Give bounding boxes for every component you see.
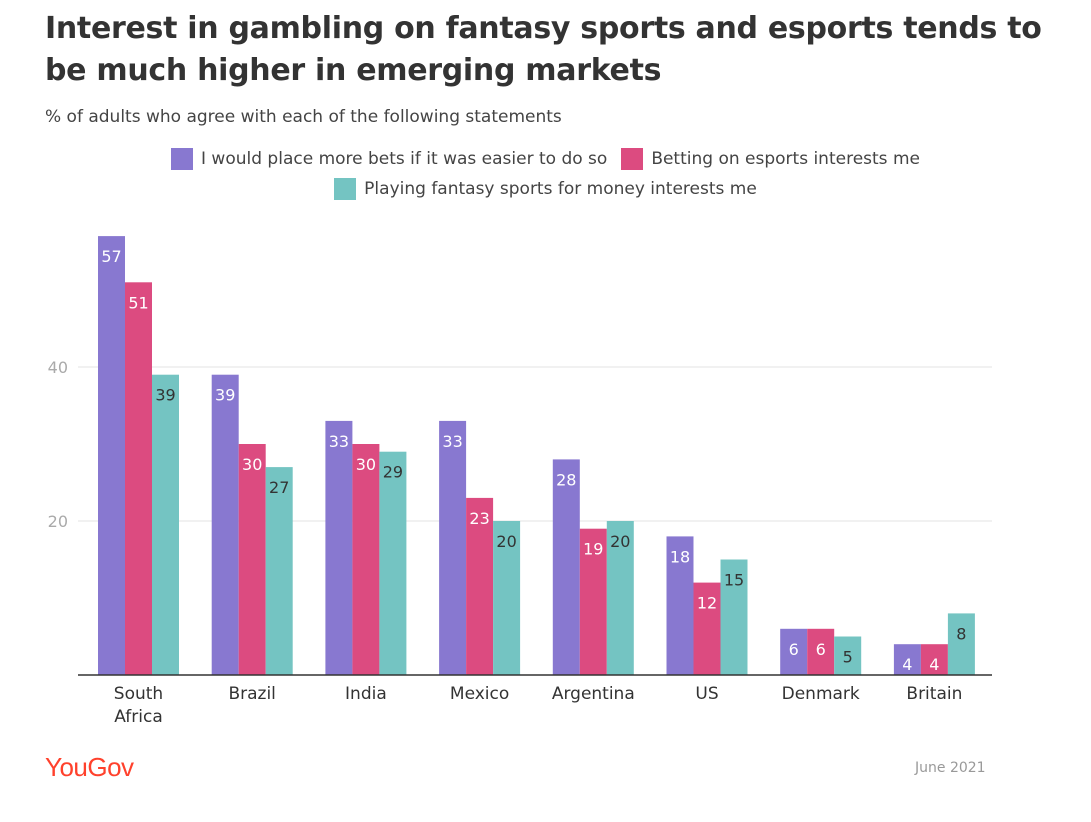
data-label: 5 (843, 648, 853, 667)
x-tick-label: Mexico (450, 684, 509, 704)
data-label: 20 (496, 532, 516, 551)
bar (920, 644, 948, 675)
bar (352, 444, 380, 675)
x-tick-label: Africa (114, 707, 163, 727)
legend-item-series3: Playing fantasy sports for money interes… (334, 178, 757, 200)
data-label: 33 (329, 432, 349, 451)
y-tick-label: 20 (48, 512, 68, 531)
data-label: 29 (383, 463, 403, 482)
data-label: 30 (356, 455, 376, 474)
data-label: 12 (697, 594, 717, 613)
legend-item-series1: I would place more bets if it was easier… (171, 148, 607, 170)
data-label: 27 (269, 478, 289, 497)
bar (98, 236, 125, 675)
bar (807, 628, 835, 675)
data-label: 6 (816, 640, 826, 659)
x-tick-label: US (695, 684, 718, 704)
data-label: 28 (556, 470, 576, 489)
chart-subtitle: % of adults who agree with each of the f… (45, 107, 562, 127)
data-label: 39 (155, 386, 175, 405)
bar (893, 644, 921, 675)
bar (606, 521, 634, 675)
legend-swatch (334, 178, 357, 200)
data-label: 15 (724, 571, 744, 590)
legend-row-1: I would place more bets if it was easier… (0, 148, 1091, 170)
data-label: 39 (215, 386, 235, 405)
bar (666, 536, 694, 675)
legend-label: I would place more bets if it was easier… (201, 149, 608, 169)
bar (439, 420, 467, 675)
bar (780, 628, 808, 675)
x-tick-label: Denmark (782, 684, 860, 704)
bar (152, 374, 179, 675)
legend-item-series2: Betting on esports interests me (621, 148, 920, 170)
data-label: 4 (929, 655, 939, 674)
bar (834, 636, 862, 675)
bar (947, 613, 975, 675)
x-tick-label: Britain (906, 684, 962, 704)
chart-title: Interest in gambling on fantasy sports a… (45, 11, 1042, 88)
bar (211, 374, 239, 675)
data-label: 6 (789, 640, 799, 659)
data-label: 19 (583, 540, 603, 559)
legend-label: Betting on esports interests me (651, 149, 920, 169)
legend-label: Playing fantasy sports for money interes… (364, 179, 757, 199)
bar (238, 444, 266, 675)
data-label: 51 (128, 293, 148, 312)
bar (493, 521, 521, 675)
data-label: 57 (101, 247, 121, 266)
data-label: 20 (610, 532, 630, 551)
bar (552, 459, 580, 675)
data-label: 30 (242, 455, 262, 474)
legend-swatch (171, 148, 194, 170)
bar (579, 528, 607, 675)
bar (265, 467, 293, 675)
yougov-logo: YouGov (45, 752, 134, 782)
x-tick-label: India (345, 684, 387, 704)
data-label: 23 (469, 509, 489, 528)
x-tick-label: Argentina (552, 684, 635, 704)
data-label: 8 (956, 624, 966, 643)
data-label: 18 (670, 547, 690, 566)
legend-row-2: Playing fantasy sports for money interes… (0, 178, 1091, 200)
bar (693, 582, 721, 675)
x-tick-label: Brazil (228, 684, 275, 704)
bar (379, 451, 407, 675)
date-label: June 2021 (915, 760, 986, 776)
x-tick-label: South (114, 684, 163, 704)
legend-swatch (621, 148, 644, 170)
y-tick-label: 40 (48, 358, 68, 377)
data-label: 33 (442, 432, 462, 451)
data-label: 4 (902, 655, 912, 674)
bar (325, 420, 353, 675)
bar (720, 559, 748, 675)
bar (125, 282, 152, 675)
bar (466, 497, 494, 675)
